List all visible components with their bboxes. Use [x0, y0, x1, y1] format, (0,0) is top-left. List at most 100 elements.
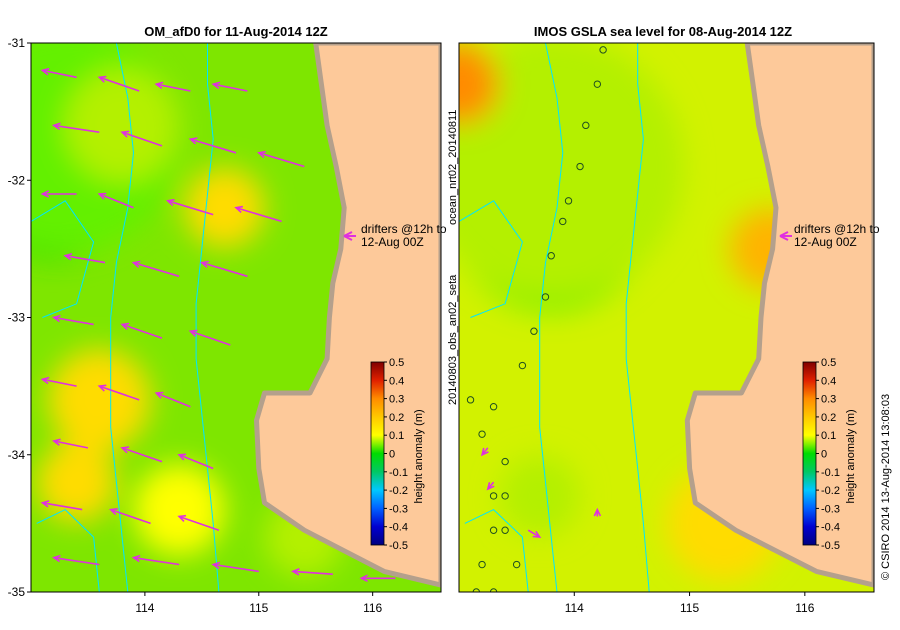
left-colorbar-tick-label: 0.2 — [389, 412, 404, 424]
right-drifter-point — [501, 457, 509, 466]
left-colorbar-tick-label: 0 — [389, 449, 395, 461]
right-x-tick-label: 114 — [565, 601, 584, 615]
left-drifter-arrow — [154, 81, 191, 92]
right-drifter-point — [547, 252, 555, 260]
right-annotation-line1: drifters @12h to — [794, 222, 880, 236]
left-colorbar-tick-label: -0.4 — [389, 522, 408, 534]
left-isobath-line — [110, 43, 135, 592]
left-anomaly-field — [31, 43, 345, 577]
left-field-blob — [36, 442, 117, 523]
left-land — [254, 43, 441, 588]
left-drifter-arrow — [97, 192, 134, 209]
left-colorbar-tick-label: -0.5 — [389, 540, 408, 552]
right-panel: IMOS GSLA sea level for 08-Aug-2014 12Z … — [447, 24, 880, 615]
left-colorbar-title: height anomaly (m) — [413, 409, 425, 503]
left-drifter-arrow — [51, 314, 94, 326]
right-drifter-point — [599, 46, 607, 54]
left-drifter-arrow — [120, 446, 163, 463]
left-drifter-arrow — [51, 554, 100, 566]
right-colorbar-tick-label: 0.1 — [821, 430, 836, 442]
left-colorbar-tick-label: 0.5 — [389, 357, 404, 369]
left-drifter-arrow — [40, 500, 83, 511]
left-drifter-arrow — [291, 568, 333, 576]
right-colorbar-tick-label: 0 — [821, 449, 827, 461]
right-colorbar-tick-label: -0.5 — [821, 540, 840, 552]
left-drifter-vectors — [40, 67, 396, 583]
right-land — [684, 43, 874, 588]
right-drifter-point — [530, 327, 538, 335]
left-isobath-line — [195, 43, 220, 592]
left-drifter-arrow — [51, 122, 100, 133]
right-colorbar-tick-label: -0.3 — [821, 503, 840, 515]
left-drifter-arrow — [200, 260, 248, 278]
right-drifter-positions — [466, 46, 607, 592]
left-drifter-arrow — [51, 438, 89, 449]
right-drifter-point — [489, 526, 498, 534]
credit-label: © CSIRO 2014 13-Aug-2014 13:08:03 — [880, 394, 892, 580]
right-plot-frame — [458, 42, 875, 593]
left-drifter-arrow — [120, 130, 163, 147]
left-drifter-arrow — [257, 150, 305, 168]
right-colorbar-tick-label: 0.2 — [821, 412, 836, 424]
left-colorbar-tick-label: -0.1 — [389, 467, 408, 479]
right-drifter-point — [501, 526, 509, 534]
right-land-mass — [684, 43, 874, 588]
ocean-run-label: ocean_nrt02_20140811 — [447, 110, 459, 225]
left-field-blob — [133, 464, 225, 556]
right-isobath-line — [464, 508, 529, 592]
left-annotation-line1: drifters @12h to — [361, 222, 447, 236]
right-colorbar-title: height anomaly (m) — [845, 409, 857, 503]
left-drifter-arrow — [63, 253, 106, 264]
left-colorbar-tick-label: -0.2 — [389, 485, 408, 497]
right-drifter-point — [541, 293, 550, 301]
right-drifter-point — [582, 121, 590, 130]
left-colorbar: 0.5 0.4 0.3 0.2 0.1 0 -0.1 -0.2 -0.3 -0.4 -0.5 heig… — [370, 357, 425, 552]
left-drifter-arrow — [40, 376, 77, 387]
obs-run-label: 20140803_obs_an02_seta — [447, 274, 459, 405]
right-annotation-arrow-icon — [779, 231, 792, 241]
right-drifter-point — [466, 396, 475, 404]
right-drifter-arrow — [593, 507, 602, 517]
right-drifter-point — [478, 560, 486, 569]
left-colorbar-scale — [370, 361, 385, 546]
right-drifter-point — [593, 80, 602, 88]
right-annotation-line2: 12-Aug 00Z — [794, 235, 857, 249]
left-land-mass — [254, 43, 441, 588]
right-annotation: drifters @12h to 12-Aug 00Z — [779, 222, 880, 249]
right-colorbar-tick-label: -0.1 — [821, 467, 840, 479]
right-colorbar-tick-label: -0.2 — [821, 485, 840, 497]
right-colorbar-tick-label: 0.3 — [821, 394, 836, 406]
right-colorbar-tick-label: -0.4 — [821, 522, 840, 534]
right-colorbar-tick-label: 0.5 — [821, 357, 836, 369]
right-isobath-line — [539, 43, 564, 592]
left-drifter-arrow — [188, 329, 231, 346]
left-axes: 114 115 116 -31 -32 -33 -34 -35 — [8, 36, 383, 615]
right-drifter-point — [512, 560, 521, 569]
left-y-tick-label: -32 — [8, 173, 26, 187]
left-x-tick-label: 116 — [363, 601, 382, 615]
left-drifter-arrow — [359, 574, 396, 583]
left-drifter-arrow — [177, 453, 214, 470]
right-colorbar-tick-label: 0.4 — [821, 375, 836, 387]
right-drifter-point — [518, 361, 527, 370]
right-drifter-arrow — [480, 447, 489, 457]
left-drifter-arrow — [131, 554, 180, 566]
right-colorbar: 0.5 0.4 0.3 0.2 0.1 0 -0.1 -0.2 -0.3 -0.4 -0.5 heig… — [802, 357, 857, 552]
right-field-blob — [459, 43, 500, 125]
right-drifter-point — [564, 197, 573, 205]
right-drifter-point — [501, 492, 509, 500]
left-x-tick-label: 114 — [135, 601, 154, 615]
left-drifter-arrow — [165, 198, 214, 216]
right-drifter-arrow — [527, 529, 542, 539]
right-drifter-point — [576, 162, 584, 171]
left-drifter-arrow — [97, 75, 140, 92]
left-drifter-arrow — [120, 322, 163, 339]
left-x-tick-label: 115 — [249, 601, 268, 615]
right-axes: 114 115 116 — [565, 592, 815, 615]
right-drifter-point — [489, 403, 498, 411]
left-panel-title: OM_afD0 for 11-Aug-2014 12Z — [144, 24, 328, 39]
left-annotation-arrow-icon — [343, 231, 356, 241]
left-colorbar-tick-label: 0.1 — [389, 430, 404, 442]
left-drifter-arrow — [211, 81, 248, 92]
